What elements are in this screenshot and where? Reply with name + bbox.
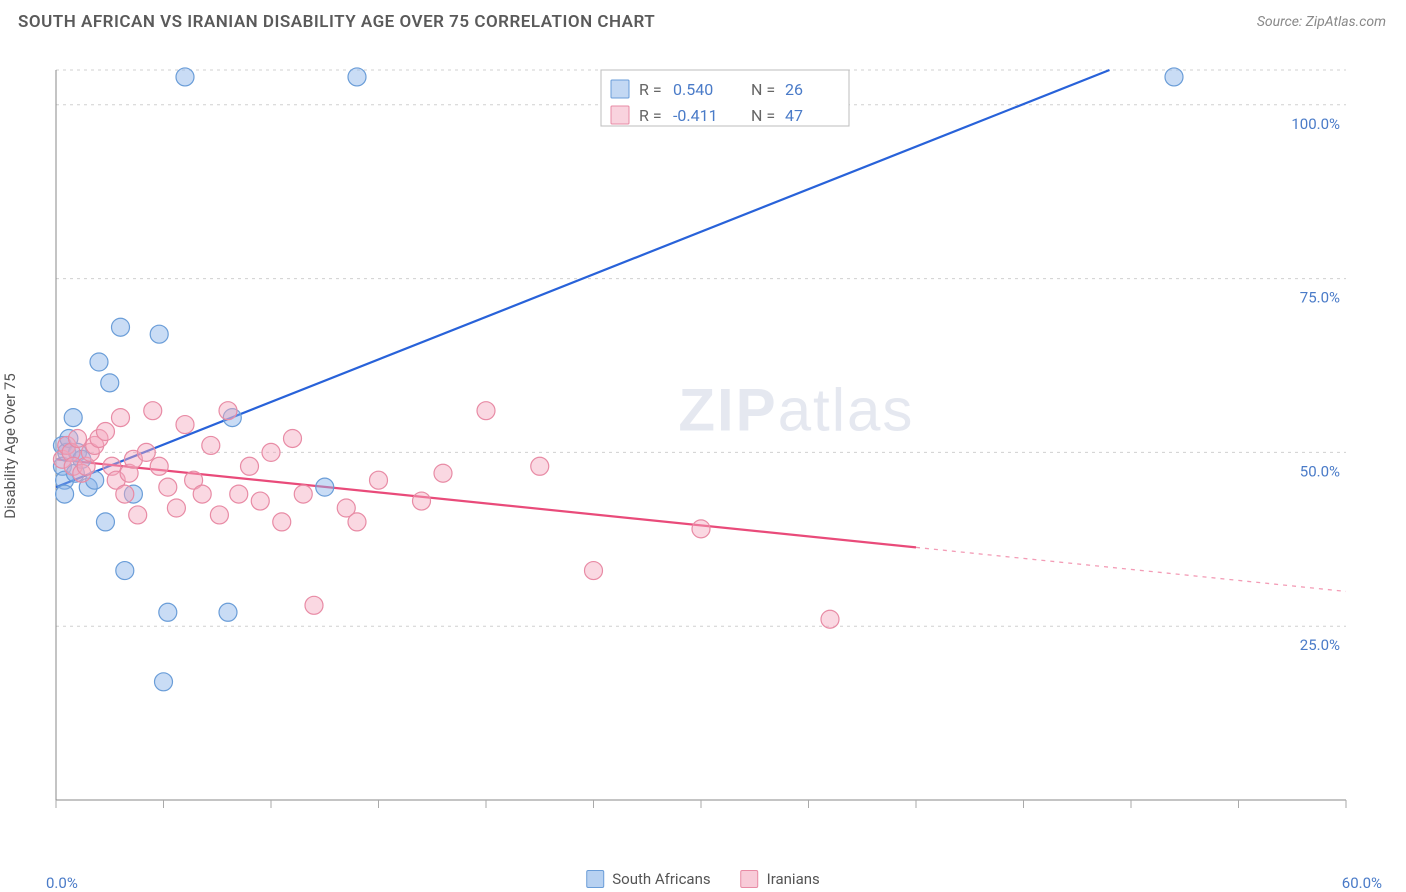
y-axis-label: Disability Age Over 75	[1, 373, 19, 518]
legend-label: Iranians	[767, 870, 820, 888]
svg-text:-0.411: -0.411	[673, 106, 718, 125]
svg-text:0.540: 0.540	[673, 80, 713, 99]
header: SOUTH AFRICAN VS IRANIAN DISABILITY AGE …	[0, 0, 1406, 40]
legend-item-iranians: Iranians	[741, 870, 820, 888]
source-attribution: Source: ZipAtlas.com	[1257, 14, 1386, 30]
chart-svg: 25.0% 50.0% 75.0% 100.0% R = 0.540 N = 26 R = -0.…	[46, 60, 1386, 820]
x-axis-min-label: 0.0%	[46, 874, 78, 892]
scatter-chart: 25.0% 50.0% 75.0% 100.0% R = 0.540 N = 26 R = -0.…	[46, 60, 1386, 820]
chart-title: SOUTH AFRICAN VS IRANIAN DISABILITY AGE …	[18, 12, 655, 32]
svg-text:75.0%: 75.0%	[1300, 289, 1340, 307]
legend-label: South Africans	[612, 870, 710, 888]
x-axis-max-label: 60.0%	[1342, 874, 1382, 892]
svg-text:R =: R =	[639, 106, 662, 125]
svg-text:50.0%: 50.0%	[1300, 462, 1340, 480]
svg-text:26: 26	[785, 80, 803, 99]
legend: South Africans Iranians	[586, 870, 820, 888]
svg-text:N =: N =	[751, 106, 775, 125]
svg-text:N =: N =	[751, 80, 775, 99]
svg-text:100.0%: 100.0%	[1291, 115, 1340, 133]
legend-swatch-icon	[586, 870, 604, 888]
svg-text:25.0%: 25.0%	[1300, 636, 1340, 654]
svg-text:R =: R =	[639, 80, 662, 99]
legend-item-south-africans: South Africans	[586, 870, 710, 888]
svg-text:47: 47	[785, 106, 803, 125]
legend-swatch-icon	[741, 870, 759, 888]
